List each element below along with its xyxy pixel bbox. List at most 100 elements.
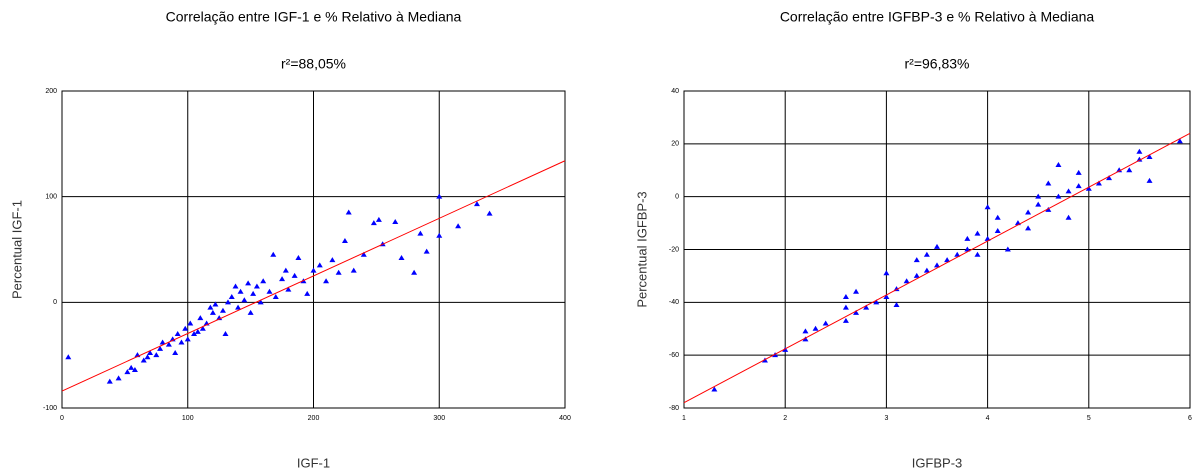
data-point — [375, 216, 382, 222]
data-point — [323, 278, 330, 284]
data-point — [144, 354, 151, 360]
data-point — [232, 283, 239, 289]
data-point — [235, 304, 242, 310]
y-tick-label: 20 — [671, 141, 679, 148]
data-point — [174, 331, 181, 337]
data-point — [329, 257, 336, 263]
data-point — [245, 280, 252, 286]
data-point — [178, 339, 185, 345]
x-tick-label: 200 — [308, 415, 320, 422]
data-point — [237, 288, 244, 294]
data-point — [1075, 169, 1082, 175]
data-point — [398, 254, 405, 260]
data-point — [270, 251, 277, 257]
data-point — [106, 378, 113, 384]
y-tick-label: -20 — [669, 246, 679, 253]
data-point — [802, 328, 809, 334]
data-point — [241, 297, 248, 303]
x-tick-label: 2 — [783, 415, 787, 422]
data-point — [209, 309, 216, 315]
data-point — [913, 257, 920, 263]
data-point — [974, 230, 981, 236]
data-point — [853, 288, 860, 294]
data-point — [316, 262, 323, 268]
data-point — [1045, 206, 1052, 212]
chart-title: Correlação entre IGFBP-3 e % Relativo à … — [780, 9, 1095, 25]
data-point — [1095, 180, 1102, 186]
data-point — [822, 320, 829, 326]
data-point — [295, 254, 302, 260]
data-point — [285, 286, 292, 292]
data-point — [923, 251, 930, 257]
data-point — [191, 331, 198, 337]
y-tick-label: 100 — [45, 194, 57, 201]
data-point — [1045, 180, 1052, 186]
data-point — [1055, 193, 1062, 199]
data-point — [1025, 225, 1032, 231]
data-point — [1065, 214, 1072, 220]
chart-subtitle: r²=88,05% — [281, 56, 346, 72]
data-point — [964, 235, 971, 241]
data-point — [279, 276, 286, 282]
x-tick-label: 4 — [986, 415, 990, 422]
data-point — [304, 290, 311, 296]
data-point — [1004, 246, 1011, 252]
x-tick-label: 1 — [682, 415, 686, 422]
data-point — [1035, 193, 1042, 199]
data-point — [455, 223, 462, 229]
data-point — [350, 267, 357, 273]
y-tick-label: -40 — [669, 299, 679, 306]
data-point — [165, 341, 172, 347]
data-point — [184, 336, 191, 342]
data-point — [335, 269, 342, 275]
x-tick-label: 0 — [60, 415, 64, 422]
y-tick-label: 200 — [45, 88, 57, 95]
data-point — [1055, 161, 1062, 167]
data-point — [812, 325, 819, 331]
data-point — [944, 257, 951, 263]
data-point — [903, 278, 910, 284]
data-point — [199, 325, 206, 331]
data-point — [222, 331, 229, 337]
x-tick-label: 100 — [182, 415, 194, 422]
data-point — [1116, 167, 1123, 173]
data-point — [345, 209, 352, 215]
data-point — [883, 294, 890, 300]
data-point — [153, 352, 160, 358]
data-point — [954, 251, 961, 257]
chart: Correlação entre IGFBP-3 e % Relativo à … — [634, 9, 1192, 471]
data-point — [194, 328, 201, 334]
data-point — [934, 243, 940, 249]
x-tick-label: 400 — [559, 415, 571, 422]
data-point — [994, 214, 1001, 220]
data-point — [197, 315, 204, 321]
data-point — [802, 336, 809, 342]
data-point — [842, 294, 849, 300]
data-point — [128, 364, 135, 370]
data-point — [436, 193, 443, 199]
chart: Correlação entre IGF-1 e % Relativo à Me… — [9, 9, 571, 471]
x-axis-label: IGFBP-3 — [912, 455, 963, 470]
data-point — [1136, 156, 1143, 162]
x-tick-label: 300 — [433, 415, 445, 422]
data-point — [65, 354, 72, 360]
data-point — [1025, 209, 1032, 215]
data-point — [473, 201, 480, 207]
data-point — [1035, 201, 1042, 207]
data-point — [994, 228, 1001, 234]
data-point — [411, 269, 418, 275]
x-axis-label: IGF-1 — [297, 455, 330, 470]
y-tick-label: 40 — [671, 88, 679, 95]
data-point — [115, 375, 122, 381]
data-point — [913, 272, 920, 278]
data-point — [842, 304, 849, 310]
data-point — [291, 272, 298, 278]
y-axis-label: Percentual IGF-1 — [9, 200, 24, 299]
data-point — [842, 317, 849, 323]
data-point — [250, 290, 257, 296]
data-point — [187, 320, 194, 326]
data-point — [883, 270, 890, 276]
data-point — [272, 294, 279, 300]
y-tick-label: -100 — [43, 405, 57, 412]
